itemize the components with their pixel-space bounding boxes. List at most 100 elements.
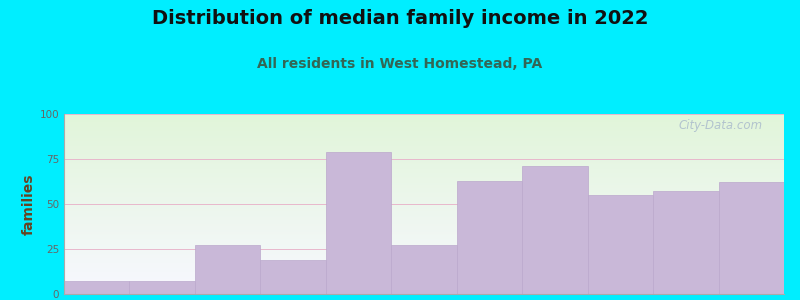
Bar bbox=[64, 136, 784, 137]
Bar bbox=[326, 152, 391, 294]
Bar bbox=[64, 166, 784, 167]
Bar bbox=[64, 186, 784, 187]
Bar bbox=[64, 121, 784, 122]
Bar bbox=[64, 202, 784, 203]
Bar bbox=[64, 157, 784, 158]
Bar bbox=[64, 160, 784, 161]
Bar bbox=[64, 243, 784, 244]
Bar bbox=[64, 242, 784, 243]
Bar bbox=[718, 182, 784, 294]
Bar bbox=[64, 147, 784, 148]
Bar bbox=[64, 219, 784, 220]
Bar bbox=[64, 250, 784, 251]
Bar bbox=[64, 278, 784, 279]
Bar bbox=[64, 272, 784, 273]
Bar bbox=[64, 288, 784, 289]
Bar bbox=[64, 194, 784, 195]
Bar bbox=[64, 134, 784, 135]
Bar bbox=[64, 131, 784, 132]
Bar bbox=[64, 246, 784, 247]
Bar bbox=[64, 223, 784, 224]
Bar bbox=[64, 168, 784, 169]
Bar bbox=[64, 271, 784, 272]
Bar bbox=[64, 227, 784, 228]
Bar bbox=[64, 163, 784, 164]
Bar bbox=[391, 245, 457, 294]
Bar bbox=[64, 190, 784, 191]
Bar bbox=[64, 114, 784, 115]
Bar bbox=[64, 215, 784, 216]
Bar bbox=[64, 261, 784, 262]
Bar bbox=[64, 273, 784, 274]
Bar bbox=[64, 282, 784, 283]
Bar bbox=[64, 138, 784, 139]
Bar bbox=[64, 284, 784, 285]
Bar bbox=[64, 174, 784, 175]
Bar bbox=[64, 120, 784, 121]
Bar bbox=[64, 283, 784, 284]
Bar bbox=[64, 251, 784, 252]
Text: City-Data.com: City-Data.com bbox=[678, 119, 762, 132]
Bar bbox=[64, 221, 784, 222]
Bar bbox=[64, 189, 784, 190]
Bar bbox=[64, 195, 784, 196]
Bar bbox=[64, 214, 784, 215]
Bar bbox=[64, 290, 784, 291]
Bar bbox=[64, 234, 784, 235]
Bar bbox=[64, 137, 784, 138]
Bar bbox=[64, 231, 784, 232]
Bar bbox=[64, 184, 784, 185]
Bar bbox=[64, 140, 784, 141]
Bar bbox=[64, 287, 784, 288]
Bar bbox=[64, 281, 130, 294]
Bar bbox=[64, 253, 784, 254]
Bar bbox=[64, 268, 784, 269]
Bar bbox=[64, 204, 784, 205]
Bar bbox=[64, 285, 784, 286]
Bar bbox=[64, 255, 784, 256]
Bar bbox=[64, 188, 784, 189]
Bar bbox=[64, 116, 784, 117]
Bar bbox=[64, 117, 784, 118]
Bar bbox=[64, 127, 784, 128]
Bar bbox=[64, 164, 784, 165]
Bar bbox=[64, 236, 784, 237]
Bar bbox=[64, 207, 784, 208]
Bar bbox=[64, 155, 784, 156]
Bar bbox=[64, 293, 784, 294]
Bar bbox=[64, 175, 784, 176]
Bar bbox=[64, 292, 784, 293]
Bar bbox=[64, 123, 784, 124]
Bar bbox=[64, 161, 784, 162]
Bar bbox=[64, 233, 784, 234]
Bar bbox=[64, 135, 784, 136]
Bar bbox=[64, 141, 784, 142]
Bar bbox=[64, 173, 784, 174]
Bar bbox=[64, 146, 784, 147]
Bar bbox=[64, 267, 784, 268]
Bar bbox=[64, 274, 784, 275]
Bar bbox=[64, 162, 784, 163]
Bar bbox=[64, 232, 784, 233]
Bar bbox=[64, 118, 784, 119]
Bar bbox=[522, 166, 588, 294]
Bar bbox=[64, 185, 784, 186]
Bar bbox=[64, 119, 784, 120]
Bar bbox=[64, 276, 784, 277]
Bar bbox=[64, 199, 784, 200]
Bar bbox=[64, 249, 784, 250]
Bar bbox=[64, 169, 784, 170]
Bar bbox=[64, 193, 784, 194]
Bar bbox=[64, 262, 784, 263]
Bar bbox=[64, 128, 784, 129]
Bar bbox=[64, 281, 784, 282]
Bar bbox=[64, 248, 784, 249]
Bar bbox=[64, 170, 784, 171]
Bar bbox=[64, 258, 784, 259]
Text: Distribution of median family income in 2022: Distribution of median family income in … bbox=[152, 9, 648, 28]
Bar bbox=[64, 265, 784, 266]
Bar bbox=[64, 159, 784, 160]
Bar bbox=[64, 153, 784, 154]
Bar bbox=[64, 205, 784, 206]
Bar bbox=[64, 226, 784, 227]
